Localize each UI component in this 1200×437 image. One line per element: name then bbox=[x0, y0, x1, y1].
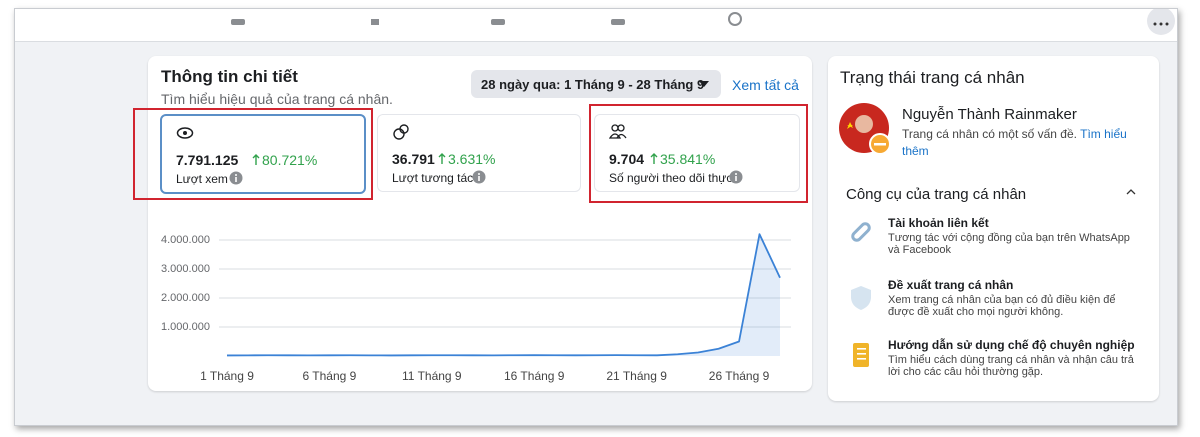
shield-icon bbox=[851, 286, 871, 310]
profile-card: Trạng thái trang cá nhân Nguyễn Thành Ra… bbox=[828, 56, 1159, 401]
up-arrow bbox=[650, 153, 658, 164]
metric-value: 7.791.125 bbox=[176, 152, 239, 168]
profile-status: Trang cá nhân có một số vấn đề. Tìm hiểu… bbox=[902, 126, 1152, 160]
x-tick-label: 21 Tháng 9 bbox=[606, 369, 667, 383]
up-arrow bbox=[438, 153, 446, 164]
tab-icons bbox=[231, 9, 1175, 35]
card-title: Thông tin chi tiết bbox=[161, 67, 298, 86]
card-subtitle: Tìm hiểu hiệu quả của trang cá nhân. bbox=[161, 91, 393, 107]
x-tick-label: 11 Tháng 9 bbox=[402, 369, 462, 383]
info-icon[interactable] bbox=[229, 171, 243, 185]
metric-change: 3.631% bbox=[448, 151, 496, 167]
info-icon[interactable] bbox=[472, 170, 486, 184]
metric-label: Lượt tương tác bbox=[392, 171, 474, 185]
metric-label: Lượt xem bbox=[176, 172, 228, 186]
x-tick-label: 6 Tháng 9 bbox=[302, 369, 356, 383]
line bbox=[226, 233, 781, 357]
date-range: 28 ngày qua: 1 Tháng 9 - 28 Tháng 9 bbox=[481, 77, 705, 92]
y-tick-label: 3.000.000 bbox=[161, 263, 210, 275]
link-icon bbox=[851, 222, 871, 242]
followers-icon bbox=[609, 124, 627, 139]
line-chart: 1.000.000 2.000.000 3.000.000 4.000.000 1 Th… bbox=[161, 233, 791, 383]
avatar[interactable] bbox=[838, 102, 894, 158]
highlight-box bbox=[589, 104, 808, 203]
see-all-link[interactable]: Xem tất cả bbox=[732, 77, 799, 93]
up-arrow bbox=[252, 154, 260, 165]
tools-title: Công cụ của trang cá nhân bbox=[846, 186, 1027, 203]
interaction-icon bbox=[393, 124, 409, 140]
date-range-button[interactable]: 28 ngày qua: 1 Tháng 9 - 28 Tháng 9 bbox=[471, 70, 721, 98]
metric-change: 80.721% bbox=[262, 152, 318, 168]
learn-more-link[interactable]: Tìm hiểu thêm bbox=[902, 127, 1127, 158]
dropdown-icon bbox=[699, 81, 709, 87]
collapse-icon[interactable] bbox=[1126, 188, 1136, 196]
profile-title: Trạng thái trang cá nhân bbox=[840, 68, 1025, 87]
area bbox=[227, 234, 780, 356]
eye-icon bbox=[176, 127, 194, 139]
metric-card[interactable]: 7.791.125 80.721% Lượt xem bbox=[160, 114, 366, 194]
metric-card[interactable]: 9.704 35.841% Số người theo dõi thực bbox=[594, 114, 800, 192]
insights-card: Thông tin chi tiết Tìm hiểu hiệu quả của… bbox=[148, 56, 812, 391]
info-icon[interactable] bbox=[729, 170, 743, 184]
guide-icon bbox=[853, 343, 869, 367]
status-text: Trang cá nhân có một số vấn đề. bbox=[902, 127, 1077, 141]
screen: Thông tin chi tiết Tìm hiểu hiệu quả của… bbox=[14, 8, 1178, 426]
y-tick-label: 4.000.000 bbox=[161, 234, 210, 246]
x-tick-label: 16 Tháng 9 bbox=[504, 369, 565, 383]
top-bar bbox=[15, 9, 1177, 42]
metric-label: Số người theo dõi thực bbox=[609, 171, 733, 185]
tool-desc: Tương tác với cộng đồng của bạn trên Wha… bbox=[888, 232, 1130, 256]
tool-title[interactable]: Đề xuất trang cá nhân bbox=[888, 278, 1014, 292]
tool-desc: Tìm hiểu cách dùng trang cá nhân và nhận… bbox=[888, 354, 1134, 378]
tool-desc: Xem trang cá nhân của bạn có đủ điều kiệ… bbox=[888, 294, 1116, 318]
x-tick-label: 1 Tháng 9 bbox=[200, 369, 254, 383]
tool-title[interactable]: Tài khoản liên kết bbox=[888, 216, 989, 230]
profile-name[interactable]: Nguyễn Thành Rainmaker bbox=[902, 106, 1077, 123]
metric-value: 36.791 bbox=[392, 151, 435, 167]
y-tick-label: 1.000.000 bbox=[161, 321, 210, 333]
tool-title[interactable]: Hướng dẫn sử dụng chế độ chuyên nghiệp bbox=[888, 338, 1135, 352]
y-tick-label: 2.000.000 bbox=[161, 292, 210, 304]
x-tick-label: 26 Tháng 9 bbox=[709, 369, 770, 383]
metric-card[interactable]: 36.791 3.631% Lượt tương tác bbox=[377, 114, 581, 192]
metric-change: 35.841% bbox=[660, 151, 716, 167]
metric-value: 9.704 bbox=[609, 151, 645, 167]
highlight-box bbox=[133, 108, 373, 200]
